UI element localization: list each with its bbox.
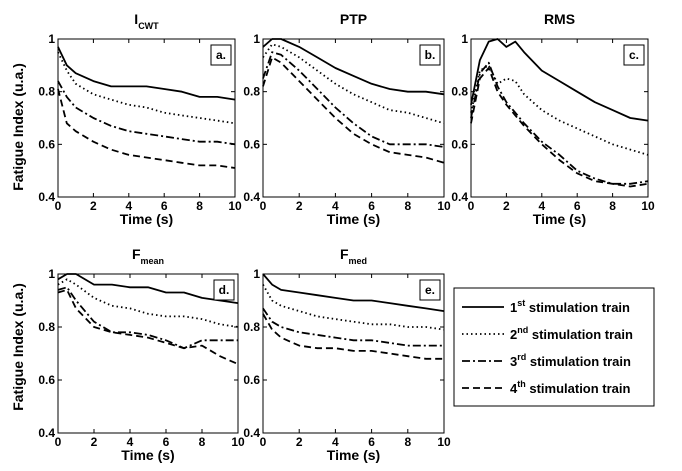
- plot-frame: [263, 274, 444, 433]
- subplot-b: 0 2 4 6 8 10 0.4 0.6 0.8 1 Time (s) PTP b.: [243, 11, 451, 227]
- y-tick-label: 0.8: [243, 85, 260, 99]
- y-tick-label: 1: [48, 267, 55, 281]
- x-tick-label: 0: [260, 199, 267, 213]
- panel-label: d.: [219, 283, 230, 297]
- x-tick-label: 8: [609, 199, 616, 213]
- y-axis-label-bottom: Fatigue Index (u.a.): [10, 283, 26, 411]
- y-tick-label: 0.6: [38, 137, 55, 151]
- subplot-c: 0 2 4 6 8 10 0.4 0.6 0.8 1 Time (s) RMS c.: [451, 11, 655, 227]
- y-tick-label: 1: [48, 32, 55, 46]
- x-tick-label: 0: [55, 199, 62, 213]
- legend-entry-1: 1st stimulation train: [510, 298, 630, 315]
- plot-title: Fmean: [132, 246, 164, 266]
- y-tick-label: 0.4: [243, 426, 260, 440]
- subplot-d: 0 2 4 6 8 10 0.4 0.6 0.8 1 Time (s) Fmean d.: [38, 246, 245, 463]
- panel-label: e.: [425, 283, 435, 297]
- x-tick-label: 0: [468, 199, 475, 213]
- x-axis-label: Time (s): [327, 447, 380, 463]
- plot-frame: [58, 39, 235, 197]
- legend-entry-2: 2nd stimulation train: [510, 325, 633, 342]
- plot-title: Fmed: [340, 246, 367, 266]
- x-tick-label: 8: [199, 435, 206, 449]
- x-tick-label: 2: [91, 435, 98, 449]
- y-tick-label: 0.6: [451, 137, 468, 151]
- plot-title: RMS: [544, 11, 575, 27]
- x-tick-label: 10: [437, 435, 451, 449]
- x-tick-label: 0: [260, 435, 267, 449]
- y-tick-label: 0.4: [243, 190, 260, 204]
- x-tick-label: 10: [228, 199, 242, 213]
- x-axis-label: Time (s): [327, 211, 380, 227]
- y-tick-label: 0.6: [38, 373, 55, 387]
- y-tick-label: 1: [461, 32, 468, 46]
- y-tick-label: 0.4: [451, 190, 468, 204]
- plot-frame: [58, 274, 238, 433]
- y-tick-label: 1: [253, 267, 260, 281]
- subplot-a: 0 2 4 6 8 10 0.4 0.6 0.8 1 Time (s) ICWT a.: [38, 11, 242, 227]
- plot-title: ICWT: [134, 11, 159, 31]
- panel-label: c.: [629, 48, 639, 62]
- y-tick-label: 0.8: [451, 85, 468, 99]
- x-tick-label: 10: [641, 199, 655, 213]
- x-axis-label: Time (s): [121, 447, 174, 463]
- x-tick-label: 8: [404, 435, 411, 449]
- plot-frame: [471, 39, 648, 197]
- legend: 1st stimulation train 2nd stimulation tra…: [454, 288, 654, 406]
- x-tick-label: 2: [503, 199, 510, 213]
- x-tick-label: 8: [404, 199, 411, 213]
- y-tick-label: 0.4: [38, 190, 55, 204]
- plot-title: PTP: [340, 11, 367, 27]
- panel-label: b.: [425, 48, 436, 62]
- x-axis-label: Time (s): [533, 211, 586, 227]
- subplot-e: 0 2 4 6 8 10 0.4 0.6 0.8 1 Time (s) Fmed e.: [243, 246, 451, 463]
- y-tick-label: 0.6: [243, 373, 260, 387]
- x-axis-label: Time (s): [120, 211, 173, 227]
- x-tick-label: 0: [55, 435, 62, 449]
- y-axis-label-top: Fatigue Index (u.a.): [10, 63, 26, 191]
- legend-entry-4: 4th stimulation train: [510, 379, 631, 396]
- y-tick-label: 0.8: [38, 85, 55, 99]
- y-tick-label: 0.4: [38, 426, 55, 440]
- y-tick-label: 1: [253, 32, 260, 46]
- y-tick-label: 0.8: [243, 320, 260, 334]
- panel-label: a.: [216, 48, 226, 62]
- y-tick-label: 0.6: [243, 137, 260, 151]
- legend-entry-3: 3rd stimulation train: [510, 352, 631, 369]
- y-tick-label: 0.8: [38, 320, 55, 334]
- x-tick-label: 2: [296, 435, 303, 449]
- x-tick-label: 2: [90, 199, 97, 213]
- x-tick-label: 8: [196, 199, 203, 213]
- x-tick-label: 2: [296, 199, 303, 213]
- x-tick-label: 10: [437, 199, 451, 213]
